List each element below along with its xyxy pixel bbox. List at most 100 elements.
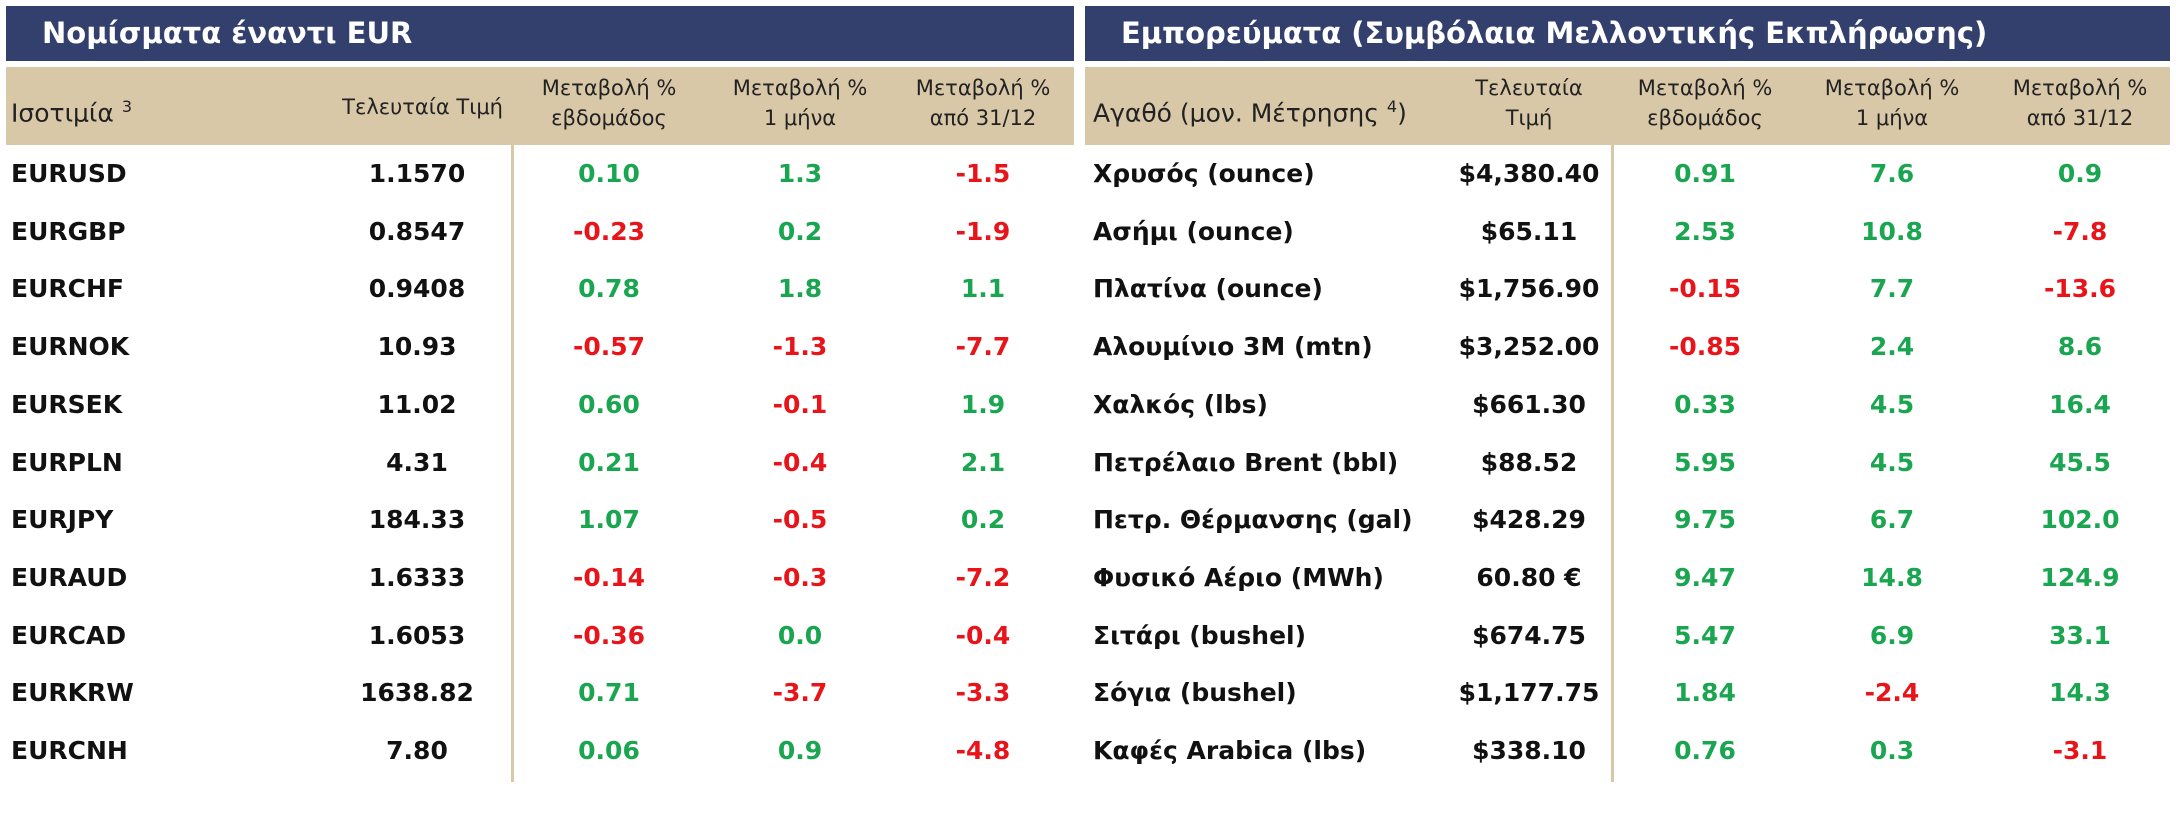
row-label: Φυσικό Αέριο (MWh) [1093,549,1384,607]
cell-value: 0.91 [1585,145,1825,203]
cell-value: $88.52 [1409,434,1649,492]
header-cell: Ισοτιμία 3 [11,92,132,128]
text: 14.3 [2049,678,2111,708]
header-cell: Μεταβολή % εβδομάδος [1595,73,1815,133]
header-bg [1085,67,2170,145]
cell-value: 6.7 [1772,491,2012,549]
cell-value: 1.8 [680,260,920,318]
text: 184.33 [368,505,466,535]
text: -7.8 [2052,216,2108,246]
row-label: Αλουμίνιο 3M (mtn) [1093,318,1373,376]
cell-value: 16.4 [1960,376,2176,434]
text: -0.1 [772,389,828,419]
text: -7.7 [955,332,1011,362]
text: -0.15 [1668,274,1742,304]
text: 0.76 [1674,736,1736,765]
text: Πετρ. Θέρμανσης (gal) [1093,505,1413,535]
header-cell: Μεταβολή % εβδομάδος [499,73,719,133]
text: Μεταβολή % [732,76,868,100]
text: 7.6 [1869,159,1915,188]
text: -0.36 [572,620,646,650]
text: 4.31 [386,447,448,477]
cell-value: 102.0 [1960,491,2176,549]
text: 124.9 [2040,562,2120,592]
text: Τελευταία [1475,76,1583,100]
text: EURUSD [11,159,127,188]
text: 33.1 [2049,620,2111,650]
text: 9.47 [1674,562,1736,592]
text: 0.2 [777,216,823,246]
row-label: EURPLN [11,434,123,492]
header-cell: Μεταβολή % από 31/12 [1970,73,2176,133]
text: 7.7 [1869,274,1915,304]
text: $3,252.00 [1458,332,1600,362]
text: 8.6 [2057,332,2103,362]
text: Χαλκός (lbs) [1093,389,1268,419]
cell-value: 6.9 [1772,607,2012,665]
text: 10.8 [1861,216,1923,246]
text: 0.9 [2057,159,2103,188]
row-label: Σόγια (bushel) [1093,664,1297,722]
text: 0.60 [578,389,640,419]
cell-value: $4,380.40 [1409,145,1649,203]
text: Φυσικό Αέριο (MWh) [1093,562,1384,592]
text: από 31/12 [929,106,1037,130]
text: Εμπορεύματα (Συμβόλαια Μελλοντικής Εκπλή… [1121,16,1988,50]
text: 0.9 [777,736,823,765]
text: 0.21 [578,447,640,477]
cell-value: -4.8 [863,722,1103,780]
text: 45.5 [2049,447,2111,477]
cell-value: 5.47 [1585,607,1825,665]
cell-value: 124.9 [1960,549,2176,607]
text: εβδομάδος [551,106,667,130]
row-label: EURGBP [11,203,126,261]
cell-value: -0.85 [1585,318,1825,376]
cell-value: 9.75 [1585,491,1825,549]
cell-value: 0.71 [489,664,729,722]
table-title: Εμπορεύματα (Συμβόλαια Μελλοντικής Εκπλή… [1085,6,2170,61]
text: 0.9408 [368,274,466,304]
cell-value: -3.1 [1960,722,2176,780]
row-label: Πετρέλαιο Brent (bbl) [1093,434,1398,492]
text: -0.3 [772,562,828,592]
cell-value: 0.2 [680,203,920,261]
cell-value: 10.93 [297,318,537,376]
text: 4.5 [1869,447,1915,477]
text: -0.23 [572,216,646,246]
text: Μεταβολή % [2012,76,2148,100]
cell-value: $3,252.00 [1409,318,1649,376]
text: -0.4 [955,620,1011,650]
text: 60.80 € [1476,562,1582,592]
text: Σιτάρι (bushel) [1093,620,1307,650]
cell-value: 1.1570 [297,145,537,203]
header-cell: Αγαθό (μον. Μέτρησης 4) [1093,92,1407,128]
cell-value: $338.10 [1409,722,1649,780]
text: 1.07 [578,505,640,535]
text: 1.1 [960,274,1006,304]
cell-value: -0.1 [680,376,920,434]
text: EURCNH [11,736,128,765]
row-label: Χρυσός (ounce) [1093,145,1315,203]
cell-value: -0.23 [489,203,729,261]
text: Πλατίνα (ounce) [1093,274,1323,304]
text: Τελευταία Τιμή [342,95,503,119]
text: $65.11 [1480,216,1578,246]
text: EURJPY [11,505,114,535]
cell-value: -1.9 [863,203,1103,261]
cell-value: -3.7 [680,664,920,722]
header-cell: Μεταβολή % 1 μήνα [1782,73,2002,133]
text: EURNOK [11,332,130,362]
cell-value: 45.5 [1960,434,2176,492]
cell-value: -0.57 [489,318,729,376]
cell-value: 14.3 [1960,664,2176,722]
text: 1.6053 [368,620,466,650]
text: 0.10 [578,159,640,188]
cell-value: 0.06 [489,722,729,780]
row-label: EURCHF [11,260,124,318]
row-label: Χαλκός (lbs) [1093,376,1268,434]
text: EURCAD [11,620,127,650]
cell-value: $674.75 [1409,607,1649,665]
cell-value: 7.80 [297,722,537,780]
text: EURCHF [11,274,124,304]
